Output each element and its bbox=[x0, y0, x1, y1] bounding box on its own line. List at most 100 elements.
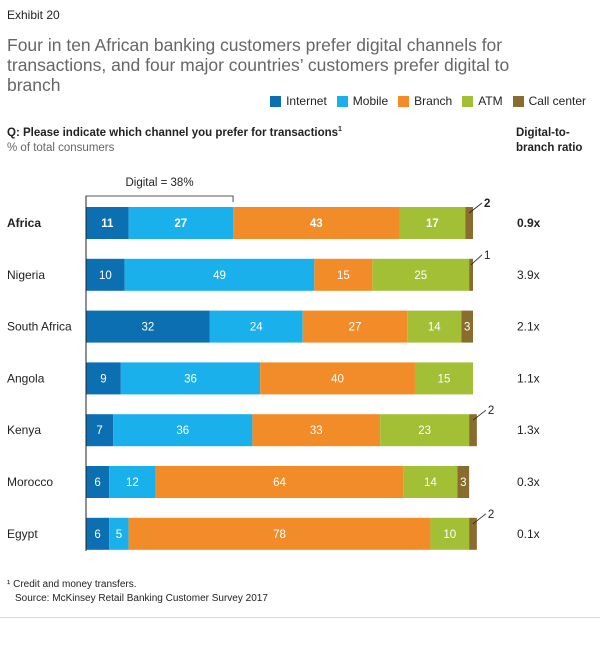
bar-segment-branch bbox=[314, 258, 373, 291]
legend-item-call-center: Call center bbox=[512, 94, 586, 108]
data-label-call-center: 3 bbox=[460, 477, 466, 489]
bar-segment-mobile bbox=[109, 517, 129, 550]
data-label-branch: 43 bbox=[310, 218, 323, 230]
legend-item-branch: Branch bbox=[398, 94, 452, 108]
category-label: Kenya bbox=[7, 423, 41, 437]
data-label-atm: 25 bbox=[414, 270, 427, 282]
data-label-internet: 10 bbox=[99, 270, 112, 282]
bar-row-south-africa: South Africa 32 24 27 14 3 2.1x bbox=[7, 310, 540, 343]
legend-label-internet: Internet bbox=[286, 94, 327, 108]
question-label: Q: Please indicate which channel you pre… bbox=[7, 126, 339, 139]
bar-segment-call-center bbox=[461, 310, 473, 343]
data-label-mobile: 24 bbox=[250, 322, 263, 334]
data-label-call-center: 2 bbox=[488, 405, 494, 417]
category-label: Nigeria bbox=[7, 268, 45, 282]
bar-segment-atm bbox=[430, 517, 470, 550]
bar-segment-call-center bbox=[469, 414, 477, 447]
legend-item-atm: ATM bbox=[462, 94, 503, 108]
data-label-mobile: 49 bbox=[213, 270, 226, 282]
data-label-internet: 9 bbox=[100, 373, 106, 385]
bar-segment-internet bbox=[86, 362, 121, 395]
data-label-mobile: 12 bbox=[126, 477, 139, 489]
bar-segment-branch bbox=[252, 414, 381, 447]
bar-segment-internet bbox=[86, 466, 110, 498]
legend-label-branch: Branch bbox=[414, 94, 453, 108]
source-note: Source: McKinsey Retail Banking Customer… bbox=[15, 593, 268, 604]
digital-to-branch-ratio: 0.3x bbox=[517, 475, 540, 489]
chart-title: Four in ten African banking customers pr… bbox=[7, 35, 510, 95]
bar-row-kenya: Kenya 7 36 33 23 2 1.3x bbox=[7, 405, 540, 447]
digital-bracket bbox=[85, 195, 234, 202]
data-label-mobile: 5 bbox=[116, 529, 122, 541]
digital-to-branch-ratio: 2.1x bbox=[517, 320, 540, 334]
data-label-atm: 14 bbox=[428, 322, 441, 334]
bar-segment-atm bbox=[372, 258, 470, 291]
legend-label-mobile: Mobile bbox=[352, 94, 389, 108]
data-label-branch: 33 bbox=[310, 425, 323, 437]
data-label-call-center: 2 bbox=[488, 509, 494, 521]
data-label-call-center: 2 bbox=[484, 198, 490, 210]
bar-segment-call-center bbox=[457, 466, 470, 498]
data-label-atm: 17 bbox=[426, 218, 439, 230]
callout-line bbox=[470, 254, 483, 266]
data-label-internet: 7 bbox=[96, 425, 102, 437]
footnote: ¹ Credit and money transfers. bbox=[7, 579, 137, 590]
legend: Internet Mobile Branch ATM Call center bbox=[260, 94, 586, 108]
data-label-mobile: 27 bbox=[174, 218, 187, 230]
question-footnote-mark: 1 bbox=[338, 126, 342, 133]
bar-segment-call-center bbox=[465, 207, 473, 239]
bar-segment-call-center bbox=[469, 517, 477, 550]
question-text: Q: Please indicate which channel you pre… bbox=[7, 126, 342, 139]
data-label-internet: 6 bbox=[94, 477, 100, 489]
bar-segment-mobile bbox=[113, 414, 253, 447]
bar-row-nigeria: Nigeria 10 49 15 25 1 3.9x bbox=[7, 250, 540, 291]
stacked-bar-chart: Digital = 38% Africa 11 27 43 1720.9xNigeria… bbox=[7, 177, 541, 551]
chart-subtitle: % of total consumers bbox=[7, 142, 115, 154]
legend-swatch-call-center bbox=[512, 95, 524, 107]
data-label-atm: 15 bbox=[438, 373, 451, 385]
bar-segment-internet bbox=[86, 517, 110, 550]
bar-segment-internet bbox=[86, 414, 114, 447]
category-label: Egypt bbox=[7, 527, 38, 541]
data-label-mobile: 36 bbox=[176, 425, 189, 437]
data-label-atm: 10 bbox=[443, 529, 456, 541]
data-label-atm: 23 bbox=[418, 425, 431, 437]
bar-segment-mobile bbox=[109, 466, 156, 498]
category-label: Angola bbox=[7, 371, 45, 385]
digital-to-branch-ratio: 1.1x bbox=[517, 371, 540, 385]
legend-label-call-center: Call center bbox=[528, 94, 586, 108]
data-label-call-center: 3 bbox=[464, 322, 470, 334]
data-label-internet: 32 bbox=[142, 322, 155, 334]
bar-segment-atm bbox=[380, 414, 470, 447]
bar-segment-atm bbox=[414, 362, 473, 395]
bar-segment-internet bbox=[86, 207, 129, 239]
data-label-branch: 40 bbox=[331, 373, 344, 385]
bar-segment-mobile bbox=[120, 362, 261, 395]
bar-segment-branch bbox=[302, 310, 408, 343]
callout-line bbox=[468, 202, 483, 214]
data-label-internet: 11 bbox=[101, 218, 114, 230]
data-label-branch: 78 bbox=[273, 529, 286, 541]
legend-swatch-mobile bbox=[336, 95, 348, 107]
data-label-internet: 6 bbox=[94, 529, 100, 541]
legend-swatch-atm bbox=[462, 95, 474, 107]
bar-row-angola: Angola 9 36 40 15 1.1x bbox=[7, 362, 540, 395]
data-label-call-center: 1 bbox=[484, 250, 490, 262]
data-label-atm: 14 bbox=[424, 477, 437, 489]
bar-row-egypt: Egypt 6 5 78 10 2 0.1x bbox=[7, 509, 540, 550]
digital-bracket-label: Digital = 38% bbox=[125, 177, 193, 189]
footnote-block: ¹ Credit and money transfers. Source: Mc… bbox=[7, 578, 268, 606]
bar-segment-branch bbox=[260, 362, 415, 395]
bar-segment-mobile bbox=[209, 310, 303, 343]
callout-line bbox=[472, 409, 487, 421]
bar-segment-branch bbox=[128, 517, 431, 550]
legend-swatch-branch bbox=[398, 95, 410, 107]
category-label: Morocco bbox=[7, 475, 53, 489]
digital-bracket-line bbox=[85, 195, 234, 202]
data-label-branch: 64 bbox=[273, 477, 286, 489]
category-label: South Africa bbox=[7, 320, 72, 334]
legend-label-atm: ATM bbox=[478, 94, 503, 108]
callout-line bbox=[472, 513, 487, 525]
bar-row-morocco: Morocco 6 12 64 14 3 0.3x bbox=[7, 466, 540, 498]
